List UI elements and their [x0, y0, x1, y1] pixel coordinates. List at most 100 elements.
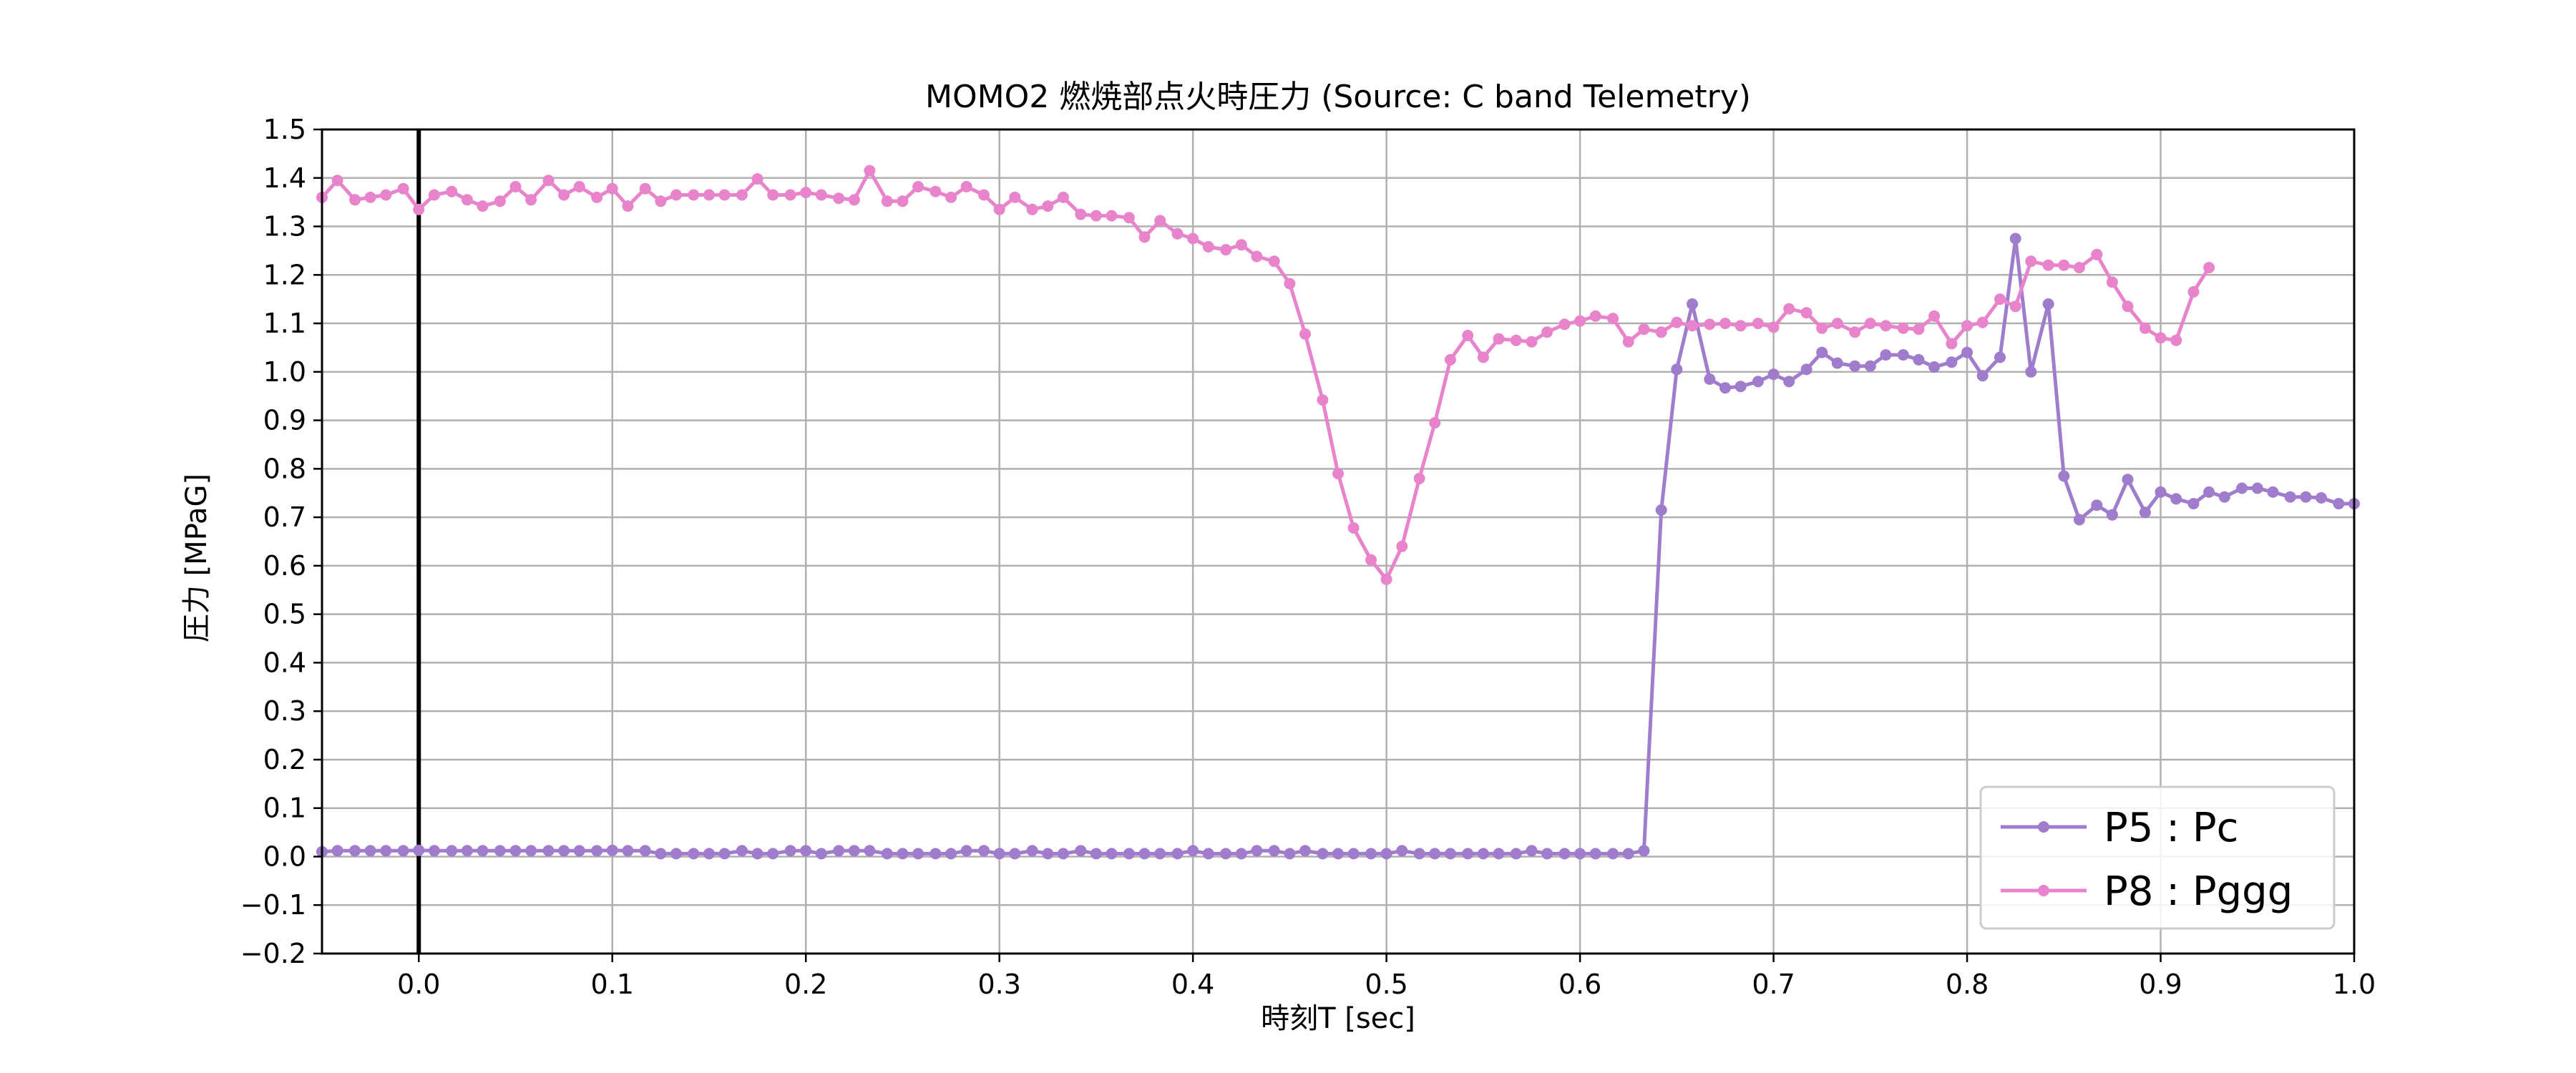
data-point: [1558, 318, 1571, 330]
data-point: [1171, 227, 1184, 240]
y-tick-label: 0.7: [263, 501, 306, 533]
data-point: [2170, 334, 2182, 346]
data-point: [784, 845, 796, 857]
series-line: [321, 169, 2211, 582]
data-point: [1493, 848, 1505, 860]
data-point: [1574, 848, 1586, 860]
data-point: [2267, 486, 2279, 498]
data-point: [1299, 328, 1311, 340]
data-point: [2009, 300, 2021, 313]
data-point: [380, 189, 392, 201]
data-point: [622, 200, 634, 212]
data-point: [1106, 848, 1118, 860]
data-point: [525, 845, 537, 857]
data-point: [1880, 320, 1892, 332]
data-point: [881, 848, 893, 860]
data-point: [1897, 349, 1909, 361]
data-point: [897, 195, 909, 207]
data-point: [1380, 573, 1392, 585]
data-point: [1800, 307, 1813, 319]
data-point: [1026, 845, 1038, 857]
data-point: [1510, 848, 1522, 860]
data-point: [1235, 848, 1247, 860]
data-point: [1558, 848, 1571, 860]
data-point: [1284, 278, 1296, 290]
data-point: [1735, 381, 1747, 393]
series-layer: [316, 165, 2360, 860]
data-point: [446, 185, 458, 197]
data-point: [1783, 303, 1795, 315]
x-axis-ticks: 0.0 0.1 0.2 0.3 0.4 0.5 0.6 0.7 0.8 0.9 1.0: [397, 954, 2376, 1000]
data-point: [2042, 259, 2054, 271]
data-point: [1655, 326, 1667, 338]
data-point: [960, 181, 972, 192]
data-point: [1526, 845, 1538, 857]
data-point: [1946, 338, 1958, 350]
data-point: [331, 175, 343, 187]
data-point: [945, 848, 957, 860]
data-point: [1671, 316, 1683, 328]
data-point: [848, 194, 860, 206]
legend-label: P5 : Pc: [2104, 805, 2238, 851]
data-point: [2042, 298, 2054, 310]
data-point: [558, 845, 570, 857]
data-point: [2170, 493, 2182, 505]
data-point: [1864, 318, 1876, 330]
data-point: [1235, 239, 1247, 251]
data-point: [2058, 470, 2070, 482]
legend-marker: [2038, 821, 2049, 833]
data-point: [1589, 310, 1601, 322]
data-point: [1783, 376, 1795, 388]
y-tick-label: 1.5: [263, 114, 306, 145]
data-point: [331, 845, 343, 857]
data-point: [428, 845, 440, 857]
y-tick-label: 0.4: [263, 647, 306, 678]
data-point: [1477, 848, 1489, 860]
y-axis-label: 圧力 [MPaG]: [180, 474, 213, 642]
y-tick-label: 0.2: [263, 744, 306, 775]
data-point: [1057, 848, 1069, 860]
data-point: [1671, 363, 1683, 376]
data-point: [1913, 353, 1925, 366]
data-point: [1347, 522, 1360, 534]
data-point: [864, 845, 876, 857]
data-point: [1284, 848, 1296, 860]
y-tick-label: −0.2: [240, 938, 306, 969]
data-point: [1187, 845, 1199, 857]
data-point: [1075, 845, 1087, 857]
data-point: [573, 181, 585, 192]
data-point: [2122, 474, 2134, 486]
data-point: [1413, 848, 1425, 860]
data-point: [833, 845, 845, 857]
data-point: [1187, 232, 1199, 245]
data-point: [606, 844, 618, 856]
legend-item: P5 : Pc: [2001, 805, 2238, 851]
data-point: [2203, 486, 2215, 498]
x-tick-label: 1.0: [2333, 969, 2376, 1000]
data-point: [993, 848, 1005, 860]
data-point: [1220, 244, 1232, 256]
data-point: [1831, 318, 1843, 330]
data-point: [2091, 248, 2103, 260]
y-tick-label: 1.4: [263, 162, 306, 194]
data-point: [1365, 848, 1377, 860]
data-point: [509, 181, 522, 192]
x-tick-label: 0.6: [1558, 969, 1601, 1000]
data-point: [1317, 848, 1329, 860]
data-point: [639, 845, 651, 857]
data-point: [703, 848, 715, 860]
data-point: [688, 189, 700, 201]
data-point: [2187, 498, 2200, 510]
data-point: [1994, 293, 2006, 305]
data-point: [1849, 326, 1861, 338]
data-point: [2073, 262, 2085, 274]
data-point: [461, 194, 473, 206]
data-point: [573, 845, 585, 857]
data-point: [1704, 318, 1716, 330]
data-point: [2187, 286, 2200, 298]
data-point: [1154, 848, 1166, 860]
data-point: [1704, 373, 1716, 385]
data-point: [397, 182, 409, 195]
data-point: [1396, 540, 1408, 552]
x-tick-label: 0.1: [590, 969, 633, 1000]
